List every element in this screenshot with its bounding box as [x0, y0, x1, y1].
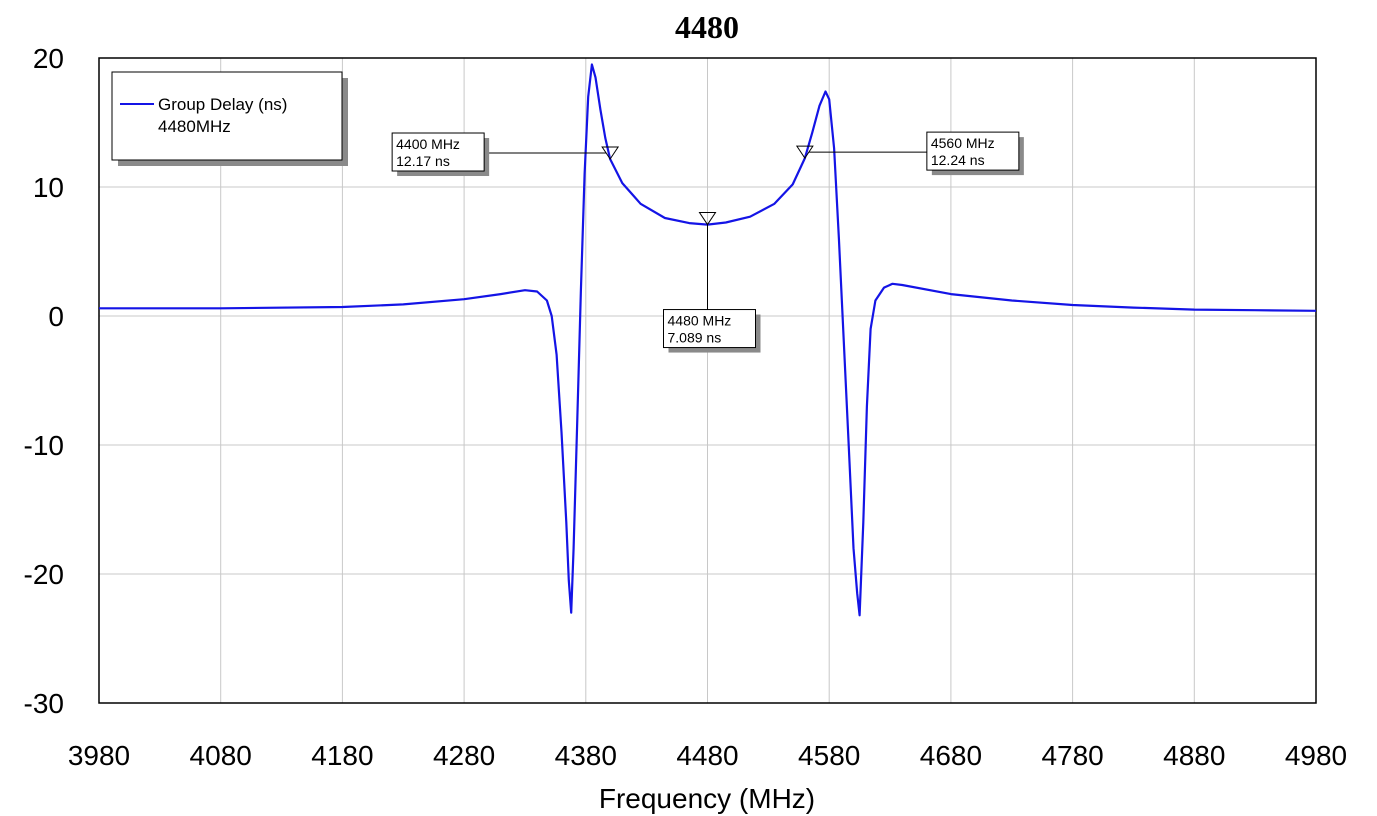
x-tick-label: 4180 [311, 740, 373, 771]
x-tick-label: 4480 [676, 740, 738, 771]
x-axis: 3980 4080 4180 4280 4380 4480 4580 4680 4780 4880… [68, 740, 1347, 771]
x-tick-label: 4680 [920, 740, 982, 771]
legend-sublabel: 4480MHz [158, 117, 231, 136]
marker-value-label: 7.089 ns [668, 330, 722, 346]
y-tick-label: 10 [33, 172, 64, 203]
chart-title: 4480 [675, 9, 739, 45]
x-tick-label: 4580 [798, 740, 860, 771]
marker-frequency-label: 4480 MHz [668, 313, 732, 329]
x-tick-label: 3980 [68, 740, 130, 771]
legend: Group Delay (ns) 4480MHz [112, 72, 348, 166]
x-tick-label: 4780 [1041, 740, 1103, 771]
x-axis-label: Frequency (MHz) [599, 783, 815, 814]
x-tick-label: 4980 [1285, 740, 1347, 771]
y-tick-label: -10 [24, 430, 64, 461]
legend-label: Group Delay (ns) [158, 95, 287, 114]
y-tick-label: 20 [33, 43, 64, 74]
legend-box [112, 72, 342, 160]
marker-frequency-label: 4560 MHz [931, 135, 995, 151]
y-tick-label: 0 [48, 301, 64, 332]
x-tick-label: 4380 [555, 740, 617, 771]
marker-frequency-label: 4400 MHz [396, 136, 460, 152]
y-axis: 20 10 0 -10 -20 -30 [24, 43, 64, 719]
y-tick-label: -20 [24, 559, 64, 590]
x-tick-label: 4880 [1163, 740, 1225, 771]
marker-value-label: 12.17 ns [396, 153, 450, 169]
x-tick-label: 4080 [190, 740, 252, 771]
marker-value-label: 12.24 ns [931, 152, 985, 168]
x-tick-label: 4280 [433, 740, 495, 771]
y-tick-label: -30 [24, 688, 64, 719]
